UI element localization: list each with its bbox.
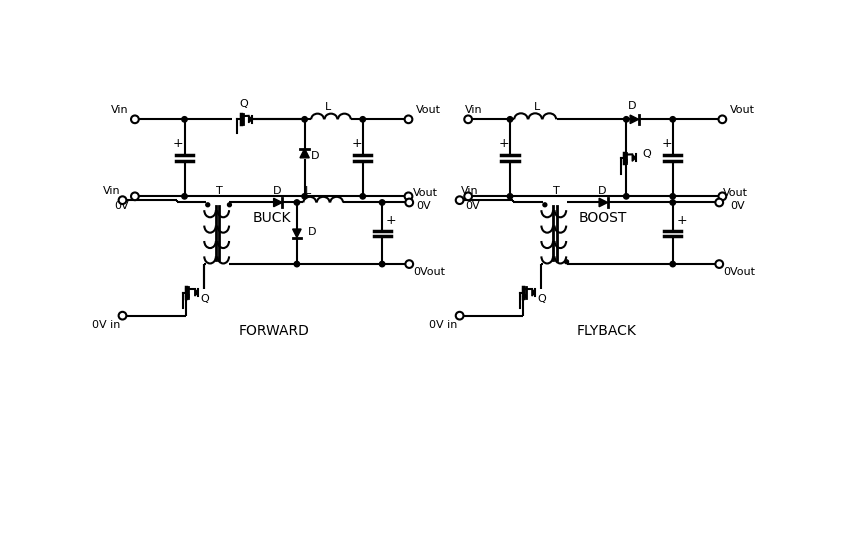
Circle shape xyxy=(670,194,675,199)
Circle shape xyxy=(508,194,513,199)
Polygon shape xyxy=(248,116,252,123)
FancyArrow shape xyxy=(187,294,189,298)
Circle shape xyxy=(379,261,385,267)
Text: Vin: Vin xyxy=(461,186,479,196)
Text: Q: Q xyxy=(200,294,209,304)
Text: Q: Q xyxy=(240,99,248,109)
FancyArrow shape xyxy=(624,160,627,163)
Text: D: D xyxy=(272,186,281,196)
Circle shape xyxy=(670,200,675,205)
Polygon shape xyxy=(274,198,282,206)
Polygon shape xyxy=(532,289,535,296)
Text: L: L xyxy=(324,102,331,112)
Text: Vout: Vout xyxy=(416,105,441,115)
Text: L: L xyxy=(305,186,311,196)
Text: 0V: 0V xyxy=(730,200,745,210)
Text: Vin: Vin xyxy=(111,105,128,115)
Circle shape xyxy=(119,312,127,320)
Text: D: D xyxy=(598,186,606,196)
Circle shape xyxy=(670,117,675,122)
Circle shape xyxy=(623,194,629,199)
Polygon shape xyxy=(599,198,608,206)
Text: Vin: Vin xyxy=(103,186,120,196)
Text: Q: Q xyxy=(537,294,546,304)
Circle shape xyxy=(205,203,210,206)
Text: 0V in: 0V in xyxy=(429,320,457,330)
Circle shape xyxy=(716,260,723,268)
Circle shape xyxy=(464,116,472,123)
Circle shape xyxy=(181,117,187,122)
Text: Vout: Vout xyxy=(413,188,438,198)
Circle shape xyxy=(302,194,307,199)
Circle shape xyxy=(360,117,366,122)
Text: BOOST: BOOST xyxy=(579,211,627,225)
Circle shape xyxy=(406,260,413,268)
Polygon shape xyxy=(633,155,636,161)
Text: Vin: Vin xyxy=(465,105,483,115)
Circle shape xyxy=(565,260,568,264)
Polygon shape xyxy=(293,229,301,238)
Text: D: D xyxy=(311,151,319,161)
Circle shape xyxy=(294,200,300,205)
Circle shape xyxy=(508,117,513,122)
Text: 0V: 0V xyxy=(465,200,479,210)
Circle shape xyxy=(718,116,726,123)
Text: Vout: Vout xyxy=(730,105,755,115)
Polygon shape xyxy=(630,115,639,123)
Text: Vout: Vout xyxy=(723,188,748,198)
Circle shape xyxy=(405,116,413,123)
Text: +: + xyxy=(498,137,509,151)
Circle shape xyxy=(670,261,675,267)
Text: FLYBACK: FLYBACK xyxy=(577,324,637,338)
Text: 0V in: 0V in xyxy=(92,320,120,330)
Text: L: L xyxy=(534,102,540,112)
Text: +: + xyxy=(386,214,396,228)
Text: +: + xyxy=(661,137,672,151)
Polygon shape xyxy=(300,148,309,158)
Text: Q: Q xyxy=(642,149,651,159)
Text: T: T xyxy=(553,186,560,196)
Text: 0Vout: 0Vout xyxy=(723,267,755,277)
Circle shape xyxy=(623,117,629,122)
Circle shape xyxy=(228,203,231,206)
Text: 0V: 0V xyxy=(416,200,431,210)
Circle shape xyxy=(464,193,472,200)
Circle shape xyxy=(455,196,463,204)
Text: +: + xyxy=(677,214,687,228)
Circle shape xyxy=(119,196,127,204)
Text: T: T xyxy=(216,186,223,196)
Circle shape xyxy=(131,116,139,123)
Polygon shape xyxy=(195,289,199,296)
Text: +: + xyxy=(351,137,362,151)
Text: 0Vout: 0Vout xyxy=(413,267,445,277)
Circle shape xyxy=(181,194,187,199)
Circle shape xyxy=(716,199,723,206)
Text: D: D xyxy=(628,101,637,111)
FancyArrow shape xyxy=(241,121,243,124)
FancyArrow shape xyxy=(523,294,526,298)
Circle shape xyxy=(360,194,366,199)
Text: +: + xyxy=(173,137,184,151)
Circle shape xyxy=(543,203,547,206)
Text: 0V: 0V xyxy=(114,200,128,210)
Circle shape xyxy=(455,312,463,320)
Circle shape xyxy=(405,193,413,200)
Circle shape xyxy=(718,193,726,200)
Text: D: D xyxy=(307,227,316,237)
Circle shape xyxy=(294,261,300,267)
Circle shape xyxy=(302,117,307,122)
Circle shape xyxy=(131,193,139,200)
Circle shape xyxy=(406,199,413,206)
Text: FORWARD: FORWARD xyxy=(238,324,309,338)
Circle shape xyxy=(379,200,385,205)
Text: BUCK: BUCK xyxy=(253,211,291,225)
